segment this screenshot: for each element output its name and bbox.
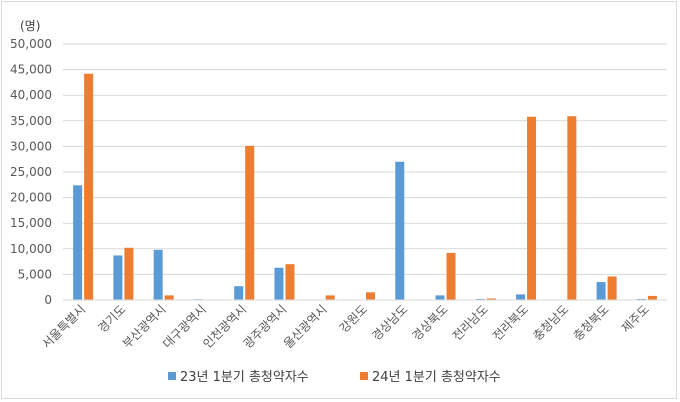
y-tick-label: 50,000 xyxy=(10,37,52,51)
x-tick-label: 전라남도 xyxy=(450,302,491,343)
x-tick-label: 경기도 xyxy=(95,302,128,335)
y-tick-label: 5,000 xyxy=(18,267,52,281)
x-tick-label: 제주도 xyxy=(619,302,652,335)
bar-series-2 xyxy=(366,292,375,300)
gridlines xyxy=(63,43,667,275)
x-tick-label: 충청북도 xyxy=(571,302,612,343)
bar-series-2 xyxy=(486,298,496,300)
bar-series-1 xyxy=(113,255,123,300)
bar-series-2 xyxy=(164,295,174,300)
bars xyxy=(73,73,657,300)
bar-series-1 xyxy=(516,294,526,300)
y-tick-label: 20,000 xyxy=(10,191,52,205)
bar-series-2 xyxy=(527,116,537,300)
legend-label: 23년 1분기 총청약자수 xyxy=(180,370,309,385)
x-tick-label: 충청남도 xyxy=(530,302,571,343)
bar-series-2 xyxy=(607,276,617,300)
y-axis-ticks: 0 5,000 10,000 15,000 20,000 25,000 30,000 35,0… xyxy=(10,37,52,307)
bar-series-2 xyxy=(446,252,456,300)
bar-series-1 xyxy=(234,286,244,300)
y-tick-label: 10,000 xyxy=(10,242,52,256)
legend: 23년 1분기 총청약자수 24년 1분기 총청약자수 xyxy=(168,370,501,385)
x-tick-label: 서울특별시 xyxy=(39,302,88,351)
y-tick-label: 15,000 xyxy=(10,216,52,230)
bar-series-1 xyxy=(475,298,485,300)
x-tick-label: 울산광역시 xyxy=(281,302,330,351)
x-tick-label: 경상남도 xyxy=(369,302,410,343)
bar-series-2 xyxy=(124,247,134,300)
bar-series-2 xyxy=(245,145,255,300)
x-tick-label: 강원도 xyxy=(337,302,370,335)
x-tick-label: 경상북도 xyxy=(410,302,451,343)
bar-series-1 xyxy=(73,185,83,300)
bar-series-2 xyxy=(567,116,577,300)
bar-series-2 xyxy=(285,264,295,300)
bar-series-2 xyxy=(325,295,335,300)
y-tick-label: 35,000 xyxy=(10,114,52,128)
x-tick-label: 전라북도 xyxy=(490,302,531,343)
bar-series-1 xyxy=(395,161,405,300)
bar-series-2 xyxy=(647,295,657,300)
y-tick-label: 40,000 xyxy=(10,88,52,102)
y-tick-label: 25,000 xyxy=(10,165,52,179)
y-tick-label: 30,000 xyxy=(10,139,52,153)
bar-series-2 xyxy=(84,73,94,300)
bar-series-1 xyxy=(153,249,163,300)
bar-series-1 xyxy=(435,295,445,300)
legend-swatch xyxy=(168,372,176,380)
legend-label: 24년 1분기 총청약자수 xyxy=(372,370,501,385)
y-tick-label: 0 xyxy=(44,293,52,307)
bar-series-1 xyxy=(596,282,606,300)
y-axis-unit-label: (명) xyxy=(20,19,40,33)
y-tick-label: 45,000 xyxy=(10,63,52,77)
bar-series-1 xyxy=(274,267,284,300)
bar-series-1 xyxy=(636,298,646,300)
legend-swatch xyxy=(360,372,368,380)
